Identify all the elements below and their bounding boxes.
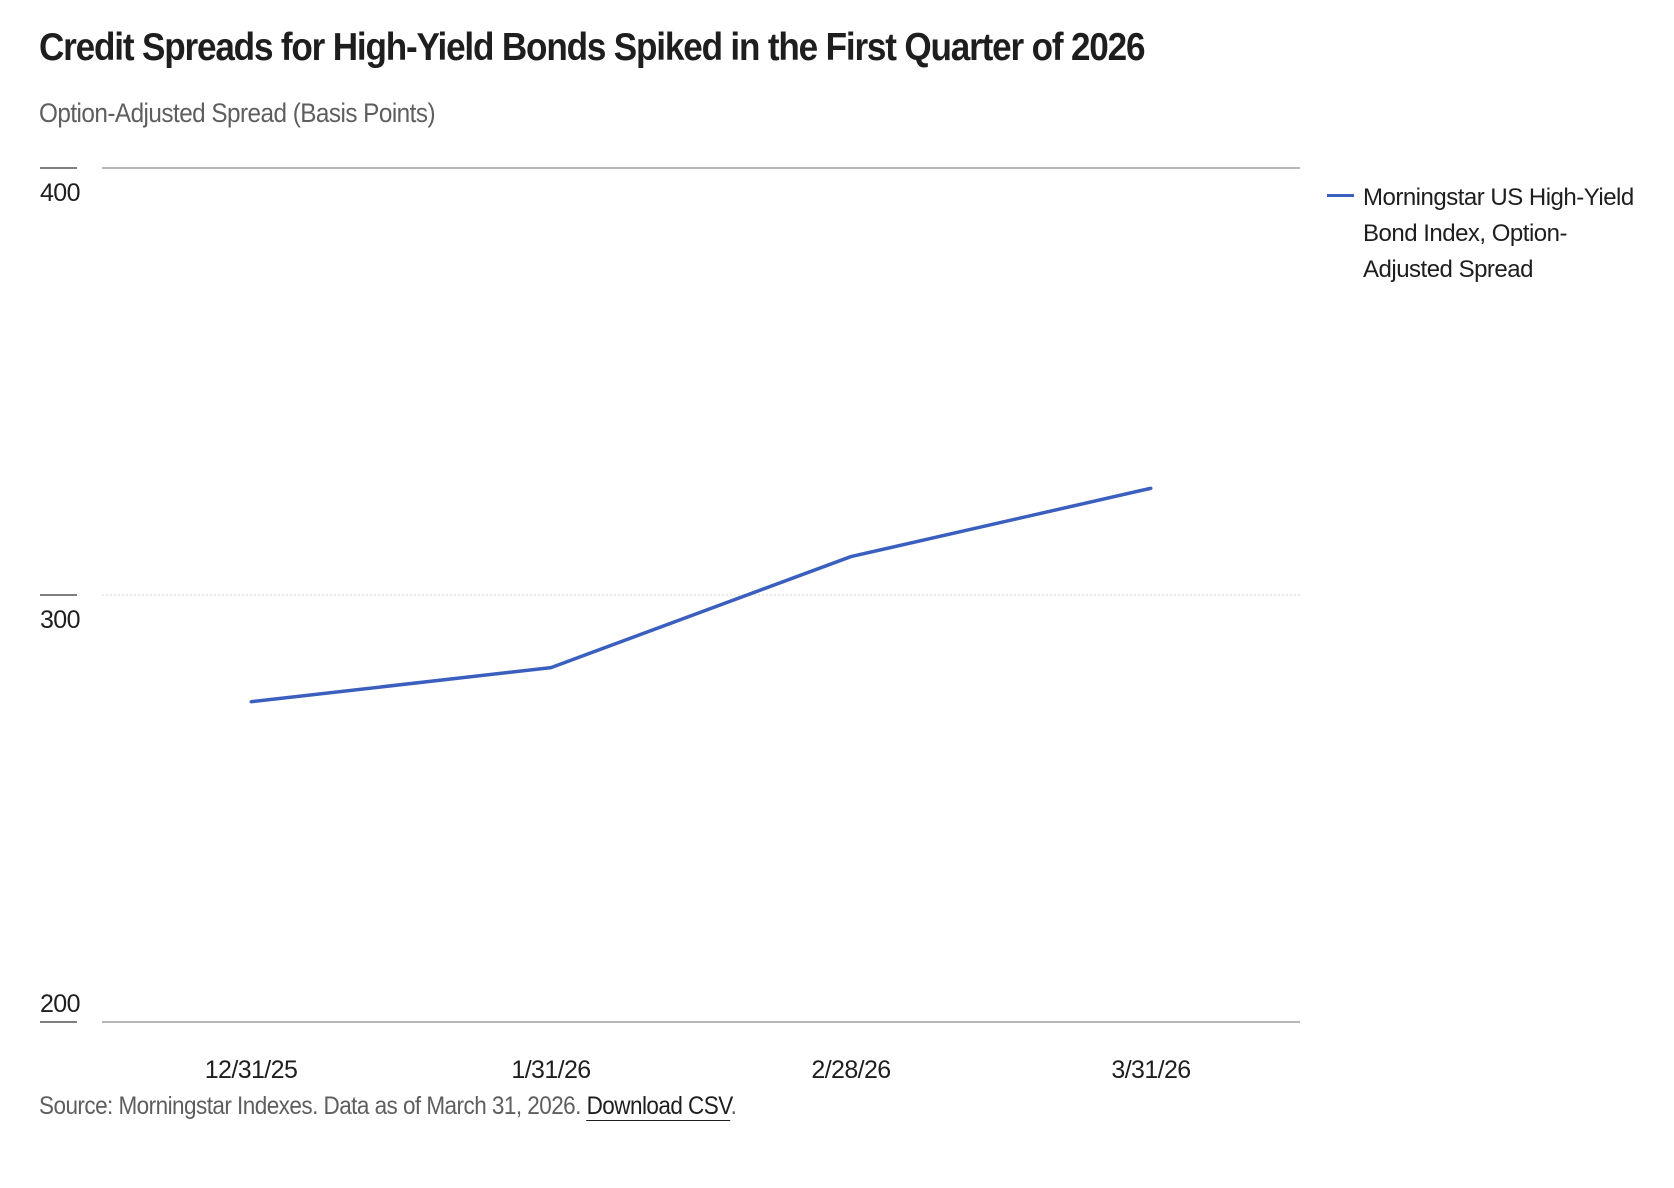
data-point [849,555,853,559]
legend-label: Morningstar US High-Yield Bond Index, Op… [1363,184,1634,283]
download-csv-link[interactable]: Download CSV [586,1092,731,1121]
x-tick-label: 12/31/25 [205,1056,298,1084]
chart-subtitle: Option-Adjusted Spread (Basis Points) [39,98,436,128]
source-text: Source: Morningstar Indexes. Data as of … [39,1092,581,1120]
y-tick-label: 300 [40,606,80,634]
x-tick-label: 3/31/26 [1111,1056,1190,1084]
y-tick-label: 400 [40,179,80,207]
source-note: Source: Morningstar Indexes. Data as of … [39,1092,737,1121]
y-tick-label: 200 [40,990,80,1018]
data-point [1149,486,1153,490]
legend-swatch [1327,194,1354,197]
data-point [549,666,553,670]
chart-title: Credit Spreads for High-Yield Bonds Spik… [39,26,1146,69]
series-line [250,486,1152,704]
x-tick-label: 2/28/26 [811,1056,890,1084]
data-point [249,700,253,704]
x-tick-label: 1/31/26 [511,1056,590,1084]
source-trailing: . [730,1092,737,1120]
legend: Morningstar US High-Yield Bond Index, Op… [1327,180,1647,288]
